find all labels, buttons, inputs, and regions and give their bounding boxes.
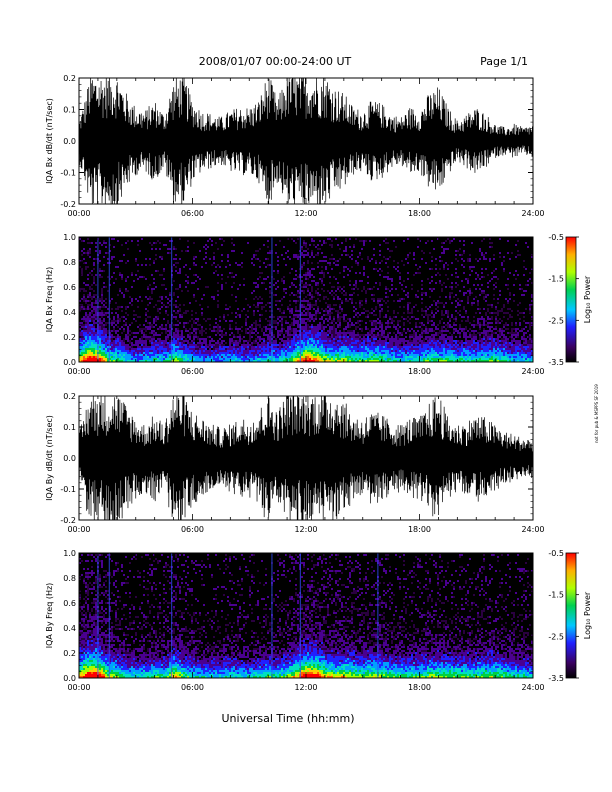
plot-area (79, 237, 533, 362)
y-tick-label: 0.0 (63, 674, 76, 683)
y-tick-label: -0.2 (60, 200, 76, 209)
side-note: not for pub & MSPPS SF 2019 (594, 384, 599, 443)
x-tick-label: 18:00 (408, 209, 431, 218)
y-tick-label: 0.2 (63, 333, 76, 342)
y-axis-label: IQA Bx dB/dt (nT/sec) (45, 98, 54, 184)
colorbar-tick-label: -1.5 (548, 591, 564, 600)
colorbar-label: Log₁₀ Power (583, 275, 592, 323)
colorbar-tick-label: -2.5 (548, 316, 564, 325)
colorbar-scale (565, 236, 577, 363)
x-tick-label: 00:00 (67, 683, 90, 692)
x-tick-label: 00:00 (67, 367, 90, 376)
y-tick-label: 0.6 (63, 599, 76, 608)
bx-spectrogram-panel: 1.0 0.8 0.6 0.4 0.2 0.000:00 06:00 12:00 18:00 24… (45, 233, 545, 376)
x-tick-label: 18:00 (408, 367, 431, 376)
plot-area (79, 553, 533, 678)
x-tick-label: 12:00 (294, 209, 317, 218)
x-tick-label: 12:00 (294, 683, 317, 692)
colorbar-tick-label: -3.5 (548, 674, 564, 683)
x-axis-label: Universal Time (hh:mm) (222, 712, 355, 725)
y-tick-label: 0.8 (63, 258, 76, 267)
y-tick-label: 0.1 (63, 106, 76, 115)
y-tick-label: 0.6 (63, 283, 76, 292)
by-dbdt-panel: 0.2 0.1 0.0 -0.1 -0.200:00 06:00 12:00 18:00 24:… (45, 392, 545, 534)
y-tick-label: 0.4 (63, 308, 76, 317)
x-tick-label: 00:00 (67, 209, 90, 218)
x-tick-label: 18:00 (408, 683, 431, 692)
y-tick-label: 0.0 (63, 137, 76, 146)
waveform-trace (79, 78, 533, 204)
x-tick-label: 24:00 (521, 367, 544, 376)
y-tick-label: 1.0 (63, 549, 76, 558)
x-tick-label: 06:00 (181, 209, 204, 218)
x-tick-label: 06:00 (181, 367, 204, 376)
colorbar-top: -0.5 -1.5 -2.5 -3.5 Log₁₀ Power (548, 233, 592, 367)
x-tick-label: 06:00 (181, 525, 204, 534)
colorbar-tick-label: -2.5 (548, 632, 564, 641)
page-indicator: Page 1/1 (480, 55, 528, 68)
y-axis-label: IQA Bx Freq (Hz) (45, 267, 54, 333)
y-tick-label: 0.2 (63, 74, 76, 83)
y-tick-label: 0.8 (63, 574, 76, 583)
y-tick-label: 1.0 (63, 233, 76, 242)
waveform-trace (79, 396, 533, 520)
x-tick-label: 12:00 (294, 367, 317, 376)
colorbar-tick-label: -1.5 (548, 275, 564, 284)
x-tick-label: 06:00 (181, 683, 204, 692)
colorbar-tick-label: -0.5 (548, 233, 564, 242)
x-tick-label: 18:00 (408, 525, 431, 534)
y-tick-label: -0.1 (60, 169, 76, 178)
plot-area (79, 396, 533, 520)
colorbar-tick-label: -3.5 (548, 358, 564, 367)
y-axis-label: IQA By Freq (Hz) (45, 583, 54, 649)
colorbar-label: Log₁₀ Power (583, 591, 592, 639)
y-tick-label: 0.1 (63, 423, 76, 432)
figure-title: 2008/01/07 00:00-24:00 UT (199, 55, 352, 68)
x-tick-label: 00:00 (67, 525, 90, 534)
x-tick-label: 24:00 (521, 525, 544, 534)
y-tick-label: -0.2 (60, 516, 76, 525)
colorbar-scale (565, 552, 577, 679)
colorbar-tick-label: -0.5 (548, 549, 564, 558)
colorbar-bottom: -0.5 -1.5 -2.5 -3.5 Log₁₀ Power (548, 549, 592, 683)
x-tick-label: 24:00 (521, 683, 544, 692)
by-spectrogram-panel: 1.0 0.8 0.6 0.4 0.2 0.000:00 06:00 12:00 18:00 24… (45, 549, 545, 692)
plot-area (79, 78, 533, 204)
y-tick-label: 0.2 (63, 649, 76, 658)
y-tick-label: 0.2 (63, 392, 76, 401)
y-tick-label: 0.4 (63, 624, 76, 633)
y-tick-label: 0.0 (63, 454, 76, 463)
x-tick-label: 12:00 (294, 525, 317, 534)
y-tick-label: 0.0 (63, 358, 76, 367)
y-axis-label: IQA By dB/dt (nT/sec) (45, 415, 54, 501)
y-tick-label: -0.1 (60, 485, 76, 494)
bx-dbdt-panel: 0.2 0.1 0.0 -0.1 -0.200:00 06:00 12:00 18:00 24:… (45, 74, 545, 218)
x-tick-label: 24:00 (521, 209, 544, 218)
